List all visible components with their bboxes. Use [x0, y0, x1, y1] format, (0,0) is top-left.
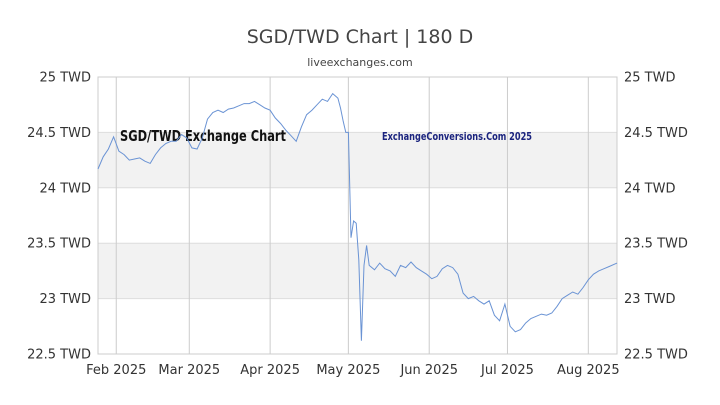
- x-tick-label: Feb 2025: [86, 363, 146, 378]
- y-tick-label-left: 23.5 TWD: [27, 237, 91, 252]
- y-tick-label-right: 24 TWD: [624, 181, 675, 196]
- plot-band: [98, 243, 617, 299]
- x-tick-label: Mar 2025: [158, 363, 220, 378]
- watermark-right: ExchangeConversions.Com 2025: [382, 130, 532, 143]
- chart-subtitle: liveexchanges.com: [307, 56, 413, 69]
- x-tick-label: May 2025: [316, 363, 380, 378]
- plot-frame: [97, 76, 618, 355]
- plot-band: [98, 132, 617, 188]
- y-tick-label-right: 24.5 TWD: [624, 126, 688, 141]
- y-tick-label-right: 25 TWD: [624, 71, 675, 86]
- x-tick-label: Jun 2025: [399, 363, 458, 378]
- y-tick-label-left: 23 TWD: [40, 292, 91, 307]
- x-axis: Feb 2025 Mar 2025 Apr 2025 May 2025 Jun 2025…: [86, 363, 619, 378]
- y-tick-label-left: 24.5 TWD: [27, 126, 91, 141]
- plot-bands: [98, 132, 617, 299]
- chart-title: SGD/TWD Chart | 180 D: [246, 26, 474, 48]
- y-tick-label-left: 22.5 TWD: [27, 348, 91, 363]
- y-axis-right: 22.5 TWD 23 TWD 23.5 TWD 24 TWD 24.5 TWD 25 T…: [624, 71, 688, 363]
- grid-lines: [98, 76, 617, 355]
- x-tick-label: Jul 2025: [480, 363, 534, 378]
- series-line: [97, 92, 618, 341]
- y-axis-left: 22.5 TWD 23 TWD 23.5 TWD 24 TWD 24.5 TWD 25 T…: [27, 71, 91, 363]
- x-tick-label: Aug 2025: [557, 363, 620, 378]
- y-tick-label-right: 23 TWD: [624, 292, 675, 307]
- y-tick-label-left: 25 TWD: [40, 71, 91, 86]
- y-tick-label-right: 22.5 TWD: [624, 348, 688, 363]
- y-tick-label-left: 24 TWD: [40, 181, 91, 196]
- x-tick-label: Apr 2025: [240, 363, 300, 378]
- y-tick-label-right: 23.5 TWD: [624, 237, 688, 252]
